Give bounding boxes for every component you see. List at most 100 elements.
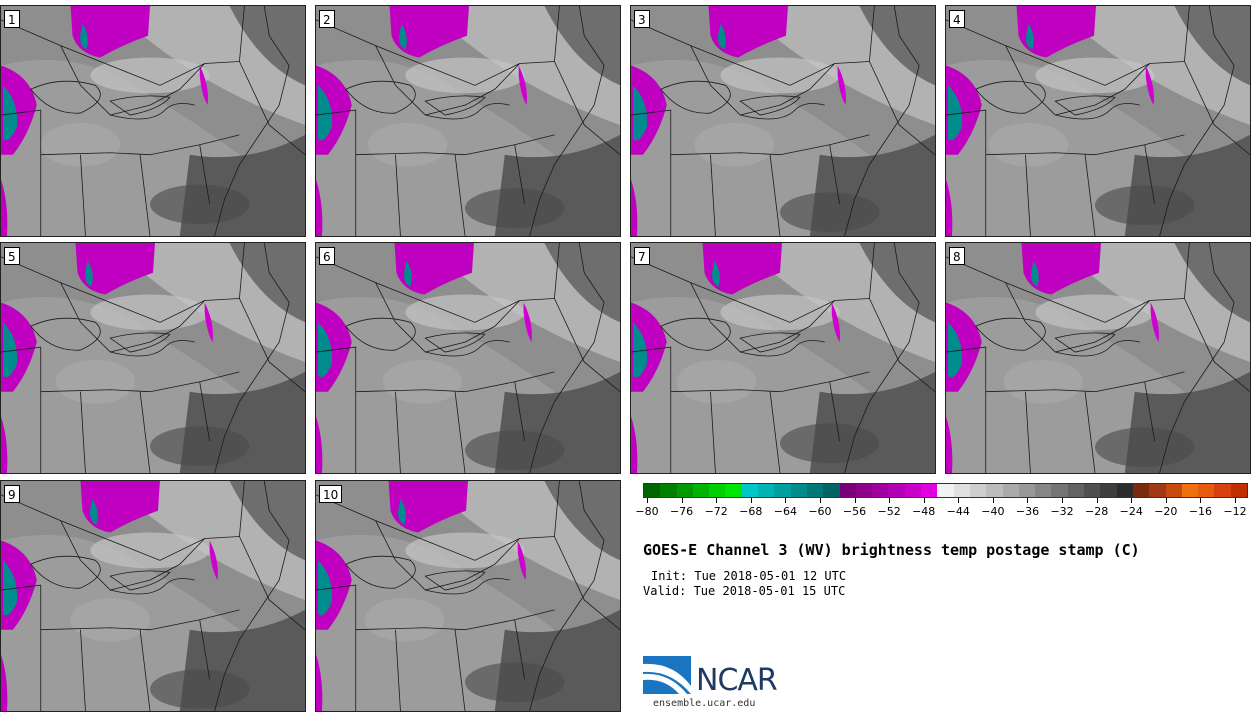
water-vapor-map-icon (1, 481, 305, 711)
panel-number-label: 10 (319, 485, 343, 503)
panel-number-label: 5 (4, 247, 20, 265)
colorbar-ticks: −80 −76 −72 −68 −64 −60 −56 −52 −48 −44 −40 −36 −32−… (635, 498, 1248, 518)
colorbar-tick (681, 498, 683, 503)
colorbar-segment (1214, 484, 1231, 497)
colorbar (643, 483, 1248, 498)
colorbar-segment (1230, 484, 1247, 497)
colorbar-segment (676, 484, 693, 497)
water-vapor-map-icon (1, 243, 305, 473)
colorbar-tick-label: −76 (669, 505, 694, 518)
colorbar-tick-label: −40 (981, 505, 1005, 518)
colorbar-segment (806, 484, 824, 497)
colorbar-tick (785, 498, 787, 503)
colorbar-tick-label: −24 (1119, 505, 1143, 518)
map-panel: 5 (0, 242, 306, 474)
colorbar-tick (1027, 498, 1029, 503)
panel-number-label: 4 (949, 10, 965, 28)
colorbar-tick-label: −44 (946, 505, 970, 518)
water-vapor-map-icon (316, 481, 620, 711)
colorbar-tick-label: −64 (773, 505, 797, 518)
colorbar-segment (1149, 484, 1166, 497)
ncar-logo-icon (643, 656, 691, 694)
colorbar-segment (904, 484, 922, 497)
colorbar-tick (1165, 498, 1167, 503)
panel-number-label: 3 (634, 10, 650, 28)
colorbar-segment (644, 484, 661, 497)
plot-title: GOES-E Channel 3 (WV) brightness temp po… (643, 541, 1140, 559)
colorbar-tick-label: −56 (842, 505, 867, 518)
colorbar-tick-label: −52 (877, 505, 901, 518)
colorbar-tick-label: −68 (739, 505, 763, 518)
map-panel: 8 (945, 242, 1251, 474)
init-time: Init: Tue 2018-05-01 12 UTC (651, 569, 847, 583)
colorbar-segment (774, 484, 791, 497)
colorbar-tick (1131, 498, 1133, 503)
colorbar-segment (1198, 484, 1215, 497)
colorbar-tick-label: −60 (808, 505, 832, 518)
colorbar-tick-label: −16 (1188, 505, 1213, 518)
colorbar-tick (958, 498, 960, 503)
panel-number-label: 8 (949, 247, 965, 265)
water-vapor-map-icon (946, 6, 1250, 236)
colorbar-tick (1062, 498, 1064, 503)
logo-url: ensemble.ucar.edu (653, 698, 756, 709)
map-panel: 7 (630, 242, 936, 474)
colorbar-segment (660, 484, 677, 497)
colorbar-tick-label: −80 (635, 505, 659, 518)
colorbar-tick (819, 498, 821, 503)
colorbar-segment (888, 484, 905, 497)
colorbar-segment (692, 484, 710, 497)
colorbar-tick (750, 498, 752, 503)
ncar-logo-text: NCAR (696, 663, 778, 698)
colorbar-tick-label: −72 (704, 505, 728, 518)
colorbar-tick (992, 498, 994, 503)
colorbar-tick-label: −36 (1015, 505, 1040, 518)
colorbar-tick (647, 498, 648, 503)
colorbar-segment (1116, 484, 1133, 497)
colorbar-segment (790, 484, 807, 497)
colorbar-tick-label: −32 (1050, 505, 1074, 518)
map-panel: 3 (630, 5, 936, 237)
map-panel: 4 (945, 5, 1251, 237)
colorbar-segment (1018, 484, 1036, 497)
colorbar-tick (923, 498, 925, 503)
map-panel: 9 (0, 480, 306, 712)
colorbar-segment (1084, 484, 1101, 497)
water-vapor-map-icon (946, 243, 1250, 473)
colorbar-segment (709, 484, 726, 497)
water-vapor-map-icon (316, 243, 620, 473)
colorbar-segment (839, 484, 856, 497)
colorbar-segment (741, 484, 759, 497)
map-panel: 10 (315, 480, 621, 712)
panel-number-label: 2 (319, 10, 335, 28)
colorbar-tick (1235, 498, 1236, 503)
colorbar-tick-label: −20 (1154, 505, 1178, 518)
colorbar-segment (1035, 484, 1052, 497)
colorbar-segment (872, 484, 889, 497)
colorbar-segment (855, 484, 873, 497)
map-panel: 2 (315, 5, 621, 237)
colorbar-segment (725, 484, 742, 497)
colorbar-tick-label: −28 (1085, 505, 1109, 518)
panel-number-label: 7 (634, 247, 650, 265)
colorbar-segment (1132, 484, 1150, 497)
colorbar-segment (1067, 484, 1085, 497)
colorbar-segment (969, 484, 987, 497)
water-vapor-map-icon (1, 6, 305, 236)
water-vapor-map-icon (316, 6, 620, 236)
colorbar-segment (921, 484, 938, 497)
colorbar-segment (1051, 484, 1068, 497)
colorbar-segment (1002, 484, 1019, 497)
colorbar-tick (1200, 498, 1202, 503)
colorbar-tick-label: −48 (912, 505, 936, 518)
colorbar-segment (1165, 484, 1182, 497)
colorbar-tick (716, 498, 718, 503)
colorbar-tick (889, 498, 891, 503)
valid-time: Valid: Tue 2018-05-01 15 UTC (643, 584, 846, 598)
colorbar-segment (1100, 484, 1117, 497)
colorbar-tick (1096, 498, 1098, 503)
water-vapor-map-icon (631, 6, 935, 236)
colorbar-tick-label: −12 (1223, 505, 1247, 518)
panel-number-label: 9 (4, 485, 20, 503)
colorbar-segment (937, 484, 954, 497)
